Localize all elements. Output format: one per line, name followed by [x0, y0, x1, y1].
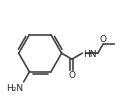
Text: HN: HN [83, 49, 96, 58]
Text: O: O [68, 71, 75, 80]
Text: H₂N: H₂N [6, 83, 23, 92]
Text: O: O [100, 35, 107, 44]
